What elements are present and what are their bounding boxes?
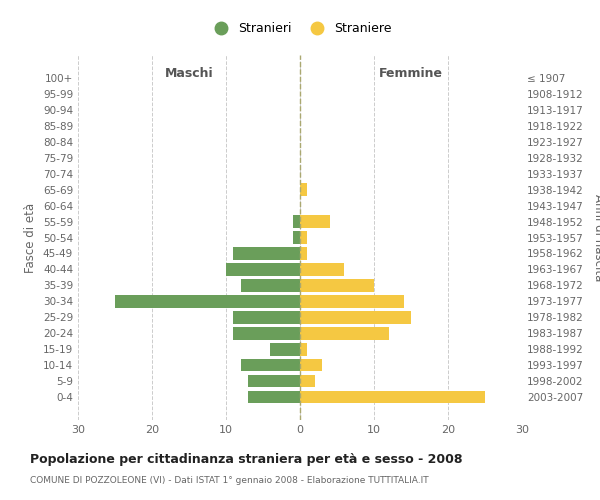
- Bar: [293, 216, 300, 228]
- Bar: [226, 263, 300, 276]
- Bar: [300, 359, 322, 372]
- Bar: [115, 295, 300, 308]
- Bar: [233, 247, 300, 260]
- Bar: [300, 391, 485, 404]
- Text: Maschi: Maschi: [164, 66, 214, 80]
- Text: Femmine: Femmine: [379, 66, 443, 80]
- Bar: [241, 279, 300, 291]
- Bar: [300, 263, 344, 276]
- Bar: [300, 327, 389, 340]
- Bar: [300, 184, 307, 196]
- Text: Popolazione per cittadinanza straniera per età e sesso - 2008: Popolazione per cittadinanza straniera p…: [30, 452, 463, 466]
- Bar: [300, 216, 329, 228]
- Bar: [233, 327, 300, 340]
- Y-axis label: Fasce di età: Fasce di età: [25, 202, 37, 272]
- Bar: [300, 375, 315, 388]
- Bar: [241, 359, 300, 372]
- Text: COMUNE DI POZZOLEONE (VI) - Dati ISTAT 1° gennaio 2008 - Elaborazione TUTTITALIA: COMUNE DI POZZOLEONE (VI) - Dati ISTAT 1…: [30, 476, 428, 485]
- Bar: [300, 232, 307, 243]
- Bar: [248, 391, 300, 404]
- Bar: [248, 375, 300, 388]
- Bar: [300, 295, 404, 308]
- Y-axis label: Anni di nascita: Anni di nascita: [592, 194, 600, 281]
- Bar: [271, 343, 300, 355]
- Bar: [300, 279, 374, 291]
- Bar: [300, 343, 307, 355]
- Bar: [293, 232, 300, 243]
- Bar: [300, 311, 411, 324]
- Bar: [300, 247, 307, 260]
- Legend: Stranieri, Straniere: Stranieri, Straniere: [203, 18, 397, 40]
- Bar: [233, 311, 300, 324]
